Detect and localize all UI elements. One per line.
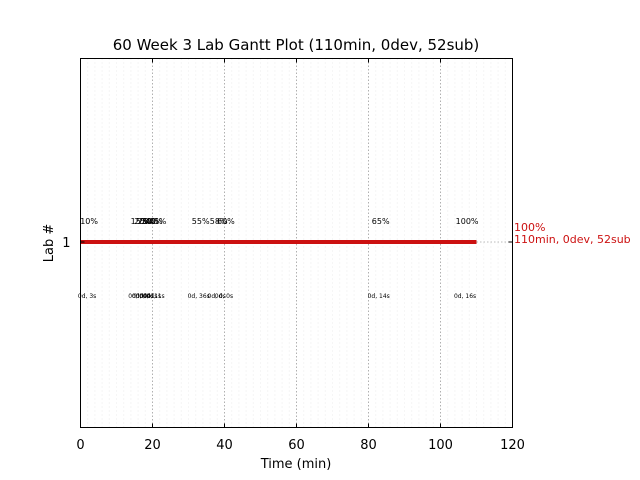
milestone-duration-label: 0d, 14s <box>368 293 390 300</box>
y-axis-ticks: 1 <box>62 236 513 251</box>
milestone-percent-label: 20% <box>134 217 152 226</box>
x-tick-label: 40 <box>216 438 233 453</box>
milestone-percent-label: 45% <box>149 217 167 226</box>
x-axis-label: Time (min) <box>260 457 332 472</box>
x-tick-label: 20 <box>144 438 161 453</box>
milestone-labels: 10% 0d, 3s 15% 0d, 0s 20% 0d, 0s 25% 0d, 0s 30% 0… <box>78 217 479 300</box>
milestone-duration-label: 0d, 1s <box>143 293 161 300</box>
x-tick-label: 80 <box>360 438 377 453</box>
milestone-duration-label: 0d, 0s <box>132 293 150 300</box>
milestone-percent-label: 65% <box>372 217 390 226</box>
end-percent-label: 100% <box>514 221 545 234</box>
milestone-percent-label: 15% <box>131 217 149 226</box>
milestone-percent-label: 30% <box>141 217 159 226</box>
milestone-duration-label: 0d, 36s <box>188 293 210 300</box>
x-axis-ticks: 0 20 40 60 80 100 120 <box>76 58 525 453</box>
x-tick-label: 60 <box>288 438 305 453</box>
milestone-percent-label: 60% <box>217 217 235 226</box>
x-tick-label: 100 <box>428 438 453 453</box>
y-axis-label: Lab # <box>42 224 57 263</box>
milestone-duration-label: 0d, 0s <box>136 293 154 300</box>
y-tick-label: 1 <box>62 236 70 251</box>
milestone-duration-label: 0d, 0s <box>208 293 226 300</box>
milestone-percent-label: 25% <box>138 217 156 226</box>
end-summary-label: 110min, 0dev, 52sub <box>514 233 631 246</box>
milestone-duration-label: 0d, 1s <box>146 293 164 300</box>
milestone-percent-label: 58% <box>210 217 228 226</box>
milestone-duration-label: 0d, 3s <box>78 293 96 300</box>
milestone-duration-label: 0d, 16s <box>454 293 476 300</box>
milestone-percent-label: 55% <box>192 217 210 226</box>
milestone-percent-label: 40% <box>145 217 163 226</box>
chart-title: 60 Week 3 Lab Gantt Plot (110min, 0dev, … <box>113 36 480 54</box>
x-tick-label: 120 <box>500 438 525 453</box>
milestone-percent-label: 100% <box>456 217 479 226</box>
milestone-duration-label: 0d, 1s <box>139 293 157 300</box>
milestone-duration-label: 0d, 0s <box>128 293 146 300</box>
milestone-percent-label: 10% <box>80 217 98 226</box>
milestone-duration-label: 0d, 0s <box>215 293 233 300</box>
x-tick-label: 0 <box>76 438 84 453</box>
